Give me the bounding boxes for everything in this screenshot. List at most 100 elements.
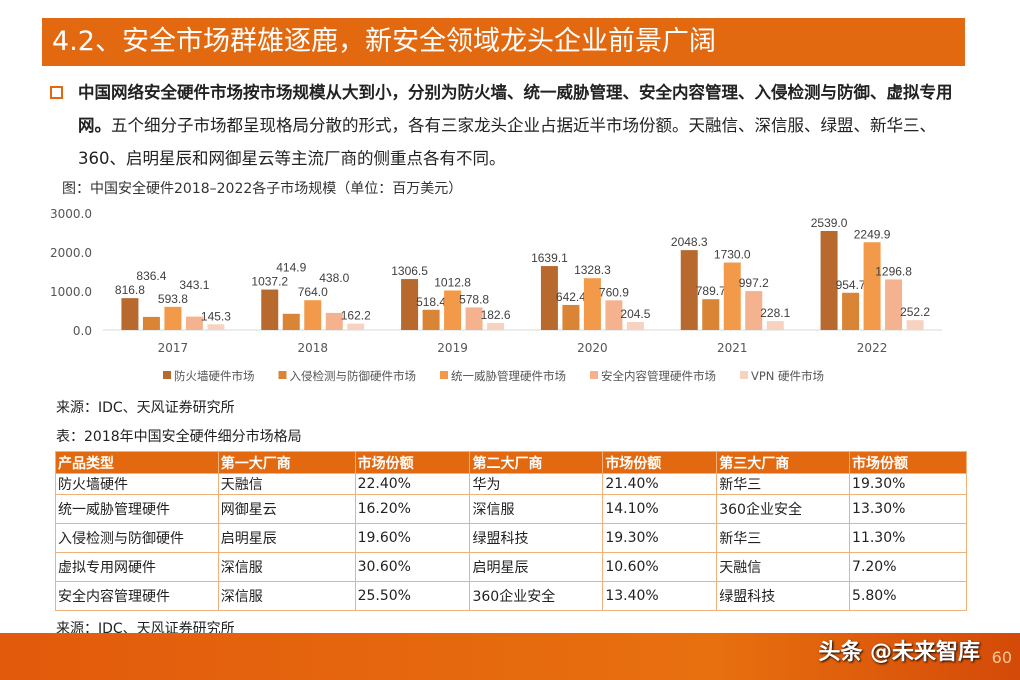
table-cell: 21.40% bbox=[602, 473, 718, 495]
bar bbox=[583, 278, 601, 330]
table-cell: 22.40% bbox=[354, 473, 471, 495]
slide-title: 4.2、安全市场群雄逐鹿，新安全领域龙头企业前景广阔 bbox=[42, 18, 965, 66]
data-label: 1296.8 bbox=[875, 264, 912, 278]
bar bbox=[863, 242, 881, 330]
bar bbox=[562, 304, 580, 330]
bar bbox=[766, 321, 784, 330]
table-cell: 虚拟专用网硬件 bbox=[55, 552, 219, 582]
data-label: 578.8 bbox=[459, 292, 489, 306]
table-cell: 7.20% bbox=[849, 552, 967, 582]
page-number: 60 bbox=[991, 648, 1012, 667]
legend-swatch bbox=[278, 371, 287, 379]
column-header: 市场份额 bbox=[354, 451, 471, 474]
y-tick-label: 1000.0 bbox=[50, 285, 92, 299]
y-tick-label: 3000.0 bbox=[50, 207, 92, 221]
x-tick-label: 2018 bbox=[297, 341, 328, 355]
table-cell: 入侵检测与防御硬件 bbox=[55, 523, 219, 553]
table-cell: 天融信 bbox=[716, 552, 851, 582]
column-header: 市场份额 bbox=[849, 451, 967, 474]
y-tick-label: 0.0 bbox=[73, 324, 92, 338]
table-cell: 5.80% bbox=[849, 581, 967, 611]
data-label: 145.3 bbox=[201, 309, 231, 323]
data-label: 162.2 bbox=[341, 309, 371, 323]
bar bbox=[626, 322, 644, 330]
table-cell: 11.30% bbox=[849, 523, 967, 553]
bar bbox=[142, 316, 160, 330]
table-cell: 13.40% bbox=[602, 581, 718, 611]
x-tick-label: 2022 bbox=[857, 341, 888, 355]
bar bbox=[885, 279, 903, 330]
column-header: 第一大厂商 bbox=[217, 451, 356, 474]
bar bbox=[422, 309, 440, 330]
x-tick-label: 2019 bbox=[437, 341, 468, 355]
table-cell: 网御星云 bbox=[217, 494, 356, 524]
column-header: 产品类型 bbox=[55, 451, 219, 474]
data-label: 789.7 bbox=[696, 284, 726, 298]
bar bbox=[842, 292, 860, 330]
table-cell: 安全内容管理硬件 bbox=[55, 581, 219, 611]
bar bbox=[680, 250, 698, 330]
data-label: 1639.1 bbox=[531, 251, 568, 265]
table-cell: 启明星辰 bbox=[217, 523, 356, 553]
column-header: 市场份额 bbox=[602, 451, 718, 474]
table-cell: 华为 bbox=[469, 473, 604, 495]
chart-source: 来源：IDC、天风证券研究所 bbox=[56, 400, 235, 416]
table-cell: 360企业安全 bbox=[716, 494, 851, 524]
table-row: 安全内容管理硬件 深信服 25.50% 360企业安全 13.40% 绿盟科技 5.80% bbox=[55, 581, 967, 611]
bar bbox=[444, 290, 462, 330]
table-cell: 天融信 bbox=[217, 473, 356, 495]
paragraph-normal: 五个细分子市场都呈现格局分散的形式，各有三家龙头企业占据近半市场份额。天融信、深… bbox=[78, 116, 936, 168]
x-tick-label: 2017 bbox=[158, 341, 189, 355]
table-cell: 360企业安全 bbox=[469, 581, 604, 611]
table-cell: 新华三 bbox=[716, 523, 851, 553]
data-label: 204.5 bbox=[620, 307, 650, 321]
figure-caption: 图：中国安全硬件2018–2022各子市场规模（单位：百万美元） bbox=[62, 181, 463, 197]
table-cell: 25.50% bbox=[354, 581, 471, 611]
data-label: 2048.3 bbox=[671, 235, 708, 249]
table-row: 虚拟专用网硬件 深信服 30.60% 启明星辰 10.60% 天融信 7.20% bbox=[55, 552, 967, 582]
paragraph-bold: 中国网络安全硬件市场按市场规模从大到小，分别为防火墙、统一威胁管理、安全内容管理… bbox=[78, 83, 953, 135]
table-cell: 启明星辰 bbox=[469, 552, 604, 582]
table-cell: 深信服 bbox=[217, 552, 356, 582]
bar bbox=[745, 291, 763, 330]
data-label: 182.6 bbox=[481, 308, 511, 322]
data-label: 2249.9 bbox=[854, 227, 891, 241]
column-header: 第二大厂商 bbox=[469, 451, 604, 474]
table-cell: 30.60% bbox=[354, 552, 471, 582]
footer-band bbox=[0, 633, 1020, 680]
x-tick-label: 2021 bbox=[717, 341, 748, 355]
x-tick-label: 2020 bbox=[577, 341, 608, 355]
data-label: 760.9 bbox=[599, 285, 629, 299]
bar bbox=[465, 307, 483, 330]
data-label: 252.2 bbox=[900, 305, 930, 319]
data-label: 518.4 bbox=[416, 295, 446, 309]
table-cell: 绿盟科技 bbox=[716, 581, 851, 611]
table-cell: 10.60% bbox=[602, 552, 718, 582]
data-label: 2539.0 bbox=[811, 216, 848, 230]
legend-label: 安全内容管理硬件市场 bbox=[601, 369, 716, 383]
watermark: 头条 @未来智库 bbox=[818, 640, 980, 665]
data-label: 997.2 bbox=[739, 276, 769, 290]
legend-swatch bbox=[590, 371, 598, 379]
bar bbox=[723, 262, 741, 330]
data-label: 228.1 bbox=[760, 306, 790, 320]
bar bbox=[282, 313, 300, 330]
table-cell: 16.20% bbox=[354, 494, 471, 524]
legend-label: 统一威胁管理硬件市场 bbox=[451, 369, 566, 383]
legend-label: VPN 硬件市场 bbox=[751, 369, 824, 383]
table-cell: 19.30% bbox=[849, 473, 967, 495]
table-cell: 统一威胁管理硬件 bbox=[55, 494, 219, 524]
bar bbox=[487, 322, 505, 330]
bar bbox=[304, 300, 322, 330]
data-label: 1306.5 bbox=[391, 264, 428, 278]
table-row: 统一威胁管理硬件 网御星云 16.20% 深信服 14.10% 360企业安全 13.30% bbox=[55, 494, 967, 524]
table-cell: 新华三 bbox=[716, 473, 851, 495]
table-cell: 绿盟科技 bbox=[469, 523, 604, 553]
bar bbox=[401, 279, 419, 330]
body-paragraph: 中国网络安全硬件市场按市场规模从大到小，分别为防火墙、统一威胁管理、安全内容管理… bbox=[78, 76, 958, 175]
bar bbox=[164, 306, 182, 330]
bullet-square-icon bbox=[50, 86, 63, 99]
data-label: 642.4 bbox=[556, 290, 586, 304]
bar bbox=[347, 323, 365, 330]
